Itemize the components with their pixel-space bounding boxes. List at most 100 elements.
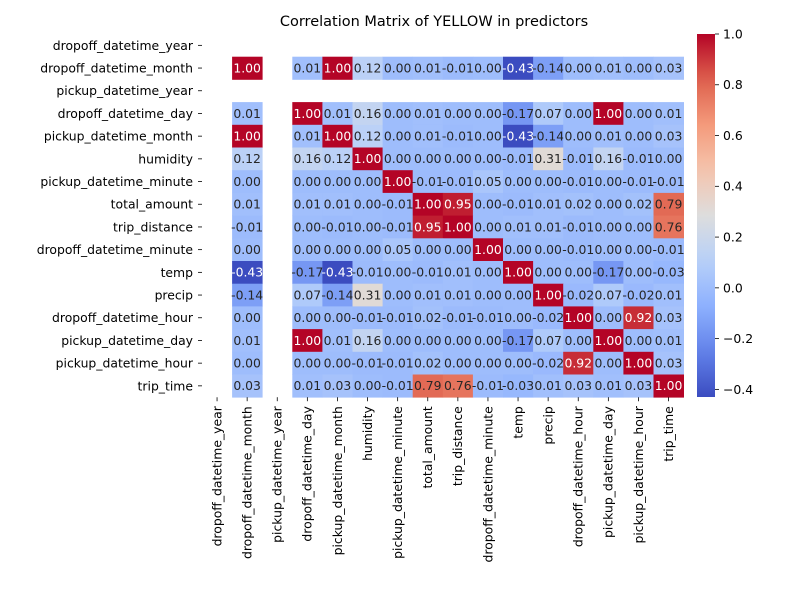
heatmap-cell-label: 0.12 bbox=[354, 60, 382, 75]
heatmap-cell bbox=[412, 306, 444, 330]
heatmap-cell-label: 0.00 bbox=[444, 333, 472, 348]
heatmap-cell bbox=[442, 283, 474, 307]
heatmap-cell bbox=[382, 147, 414, 171]
heatmap-cell-label: -0.01 bbox=[382, 310, 414, 325]
heatmap-cell-label: 0.03 bbox=[324, 378, 352, 393]
heatmap-cell-label: 0.01 bbox=[534, 378, 562, 393]
heatmap-cell bbox=[472, 306, 504, 330]
heatmap-cell-label: 0.01 bbox=[294, 378, 322, 393]
heatmap-cell-label: 0.00 bbox=[324, 355, 352, 370]
heatmap-cell bbox=[503, 261, 534, 285]
heatmap-cell-label: -0.01 bbox=[321, 219, 353, 234]
heatmap-cell bbox=[322, 306, 353, 330]
x-tick-label: dropoff_datetime_minute bbox=[480, 406, 495, 562]
heatmap-cell-label: 0.07 bbox=[534, 333, 562, 348]
heatmap-cell bbox=[623, 102, 654, 126]
heatmap-cell-label: -0.01 bbox=[502, 197, 534, 212]
heatmap-cell bbox=[382, 192, 414, 216]
heatmap-cell bbox=[623, 215, 654, 239]
colorbar-tick-label: 0.6 bbox=[723, 128, 743, 143]
heatmap-cell-label: 0.00 bbox=[625, 333, 653, 348]
heatmap-cell-label: -0.02 bbox=[562, 287, 594, 302]
y-tick-label: humidity bbox=[138, 151, 193, 166]
heatmap-cell-label: -0.01 bbox=[352, 310, 384, 325]
heatmap-cell bbox=[593, 283, 624, 307]
heatmap-cell-label: 0.01 bbox=[655, 333, 683, 348]
heatmap-cell bbox=[472, 283, 504, 307]
heatmap-cell bbox=[442, 102, 474, 126]
heatmap-cell bbox=[533, 124, 564, 148]
heatmap-cell bbox=[623, 124, 654, 148]
heatmap-cell-label: -0.02 bbox=[532, 310, 564, 325]
heatmap-cell-label: 0.92 bbox=[564, 355, 592, 370]
x-tick-label: dropoff_datetime_day bbox=[300, 406, 315, 541]
heatmap-cell bbox=[232, 147, 263, 171]
heatmap-cell bbox=[623, 170, 654, 194]
heatmap-cell bbox=[653, 351, 684, 375]
heatmap-cell bbox=[232, 238, 263, 262]
heatmap-cell bbox=[653, 261, 684, 285]
heatmap-cell-label: 0.01 bbox=[324, 197, 352, 212]
heatmap-cell bbox=[382, 124, 414, 148]
heatmap-cell bbox=[593, 192, 624, 216]
heatmap-cell bbox=[322, 56, 353, 80]
heatmap-cell-label: 0.00 bbox=[474, 60, 502, 75]
heatmap-cell-label: -0.01 bbox=[231, 219, 263, 234]
heatmap-cell bbox=[292, 261, 323, 285]
heatmap-cell bbox=[533, 56, 564, 80]
heatmap-cell bbox=[442, 306, 474, 330]
heatmap-cell-label: 0.01 bbox=[655, 106, 683, 121]
heatmap-cell bbox=[232, 192, 263, 216]
colorbar-tick-label: 0.0 bbox=[723, 280, 743, 295]
colorbar-tick-label: 0.2 bbox=[723, 229, 743, 244]
heatmap-cell-label: 0.01 bbox=[444, 287, 472, 302]
heatmap-cell-label: 0.00 bbox=[233, 242, 261, 257]
heatmap-cell-label: 0.03 bbox=[655, 355, 683, 370]
heatmap-cell bbox=[412, 56, 444, 80]
heatmap-cell bbox=[382, 306, 414, 330]
x-tick-label: dropoff_datetime_month bbox=[240, 406, 255, 559]
heatmap-cell-label: 0.01 bbox=[294, 60, 322, 75]
heatmap-cell-label: -0.14 bbox=[532, 60, 564, 75]
heatmap-cell bbox=[322, 170, 353, 194]
heatmap-cell bbox=[472, 238, 504, 262]
heatmap-cell bbox=[412, 147, 444, 171]
heatmap-cell bbox=[472, 261, 504, 285]
heatmap-cell bbox=[593, 374, 624, 398]
heatmap-cell-label: -0.01 bbox=[562, 151, 594, 166]
heatmap-cell bbox=[503, 351, 534, 375]
heatmap-cell bbox=[563, 238, 594, 262]
heatmap-cell bbox=[593, 329, 624, 353]
heatmap-cell-label: 0.00 bbox=[595, 242, 623, 257]
heatmap-cell-label: -0.01 bbox=[412, 174, 444, 189]
heatmap-cell-label: 0.01 bbox=[414, 287, 442, 302]
heatmap-cell bbox=[352, 192, 383, 216]
heatmap-cell bbox=[322, 351, 353, 375]
heatmap-cell bbox=[623, 329, 654, 353]
heatmap-cell-label: 0.02 bbox=[625, 197, 653, 212]
heatmap-cell-label: 1.00 bbox=[534, 287, 562, 302]
heatmap-cell-label: 1.00 bbox=[474, 242, 502, 257]
heatmap-cell-label: -0.01 bbox=[472, 378, 504, 393]
heatmap-cell bbox=[232, 261, 263, 285]
x-tick-label: pickup_datetime_minute bbox=[390, 406, 405, 559]
heatmap-cell-label: 0.00 bbox=[474, 265, 502, 280]
heatmap-cell-label: 0.00 bbox=[294, 310, 322, 325]
heatmap-cell-label: -0.01 bbox=[382, 378, 414, 393]
heatmap-cell bbox=[322, 238, 353, 262]
heatmap-cell bbox=[292, 238, 323, 262]
heatmap-cell-label: 0.00 bbox=[294, 174, 322, 189]
heatmap-cell bbox=[472, 147, 504, 171]
heatmap-cell bbox=[563, 102, 594, 126]
x-tick-label: pickup_datetime_day bbox=[601, 406, 616, 538]
heatmap-cell-label: 0.79 bbox=[414, 378, 442, 393]
heatmap-cell-label: 0.03 bbox=[655, 128, 683, 143]
heatmap-cell-label: -0.01 bbox=[352, 265, 384, 280]
heatmap-cell-label: 0.00 bbox=[564, 333, 592, 348]
heatmap-cell bbox=[442, 329, 474, 353]
heatmap-cell bbox=[442, 192, 474, 216]
heatmap-cell-label: 0.00 bbox=[324, 310, 352, 325]
y-tick-label: dropoff_datetime_year bbox=[53, 38, 194, 53]
heatmap-cell bbox=[412, 102, 444, 126]
